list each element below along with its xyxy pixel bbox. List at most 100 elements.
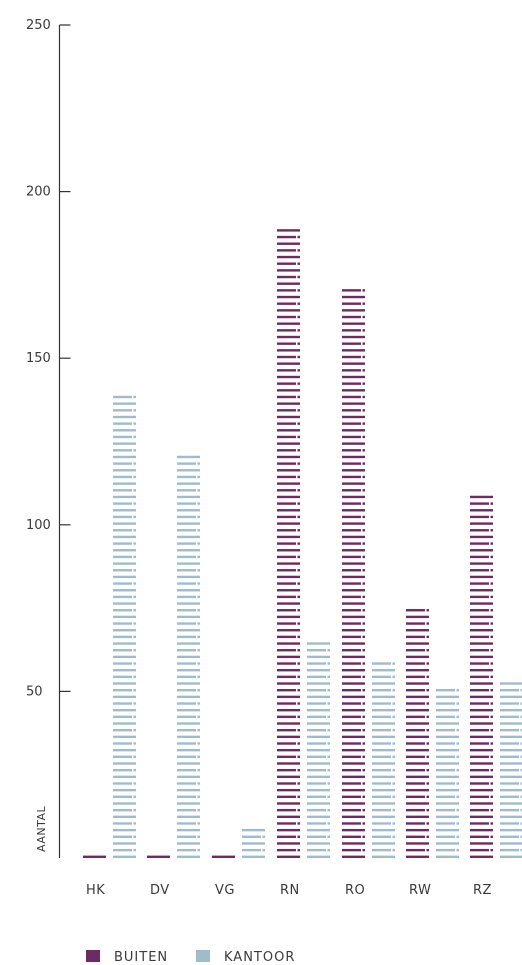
bar-dash [520,742,522,745]
bar-dash [406,708,429,712]
bar-dash [307,722,330,725]
bar-dash [406,715,425,719]
bar-dash [133,435,136,439]
bar-dash [177,609,196,612]
bar-dash [406,669,429,672]
bar-dash [297,529,300,532]
bar-dash [197,515,200,519]
bar-dash [406,822,425,825]
bar-dash [436,742,455,745]
bar-dash [277,469,300,472]
bar-dash [520,795,522,799]
bar-dash [426,635,429,639]
bar-dash [470,502,489,505]
bar-dash [362,689,365,692]
bar-dash [297,329,300,332]
bar-dash [177,722,200,725]
legend-label: BUITEN [114,950,168,965]
bar-dash [362,822,365,825]
bar-dash [372,802,395,805]
bar-dash [470,515,489,519]
bar-dash [342,768,361,772]
bar-dash [113,515,132,519]
bar-dash [406,775,429,779]
bar-dash [436,689,455,692]
bar-dash [362,329,365,332]
bar-dash [362,635,365,639]
bar-dash [500,682,522,685]
bar-dash [277,402,300,405]
bar-dash [520,755,522,759]
bar-dash [342,602,365,605]
bar-dash [470,835,489,839]
y-axis-title: AANTAL [35,806,48,852]
bar-dash [113,442,136,445]
bar-dash [277,689,296,692]
bar-dash [342,728,361,732]
bar-dash [277,462,296,465]
bar-dash [277,362,300,365]
bar-dash [500,835,519,839]
bar-dash [133,795,136,799]
bar-dash [113,748,136,752]
bar-dash [426,689,429,692]
bar-dash [113,742,132,745]
bar-dash [490,555,493,559]
bar-dash [372,762,395,765]
bar-dash [406,828,429,832]
bar-dash [307,682,330,685]
bars-layer [83,229,522,858]
bar-dash [372,669,395,672]
bar-dash [342,708,365,712]
bar-dash [113,522,136,525]
bar-dash [392,768,395,772]
bar-dash [470,569,489,572]
bar-dash [470,695,493,699]
bar-dash [277,422,296,425]
bar-dash [277,415,300,419]
bar-dash [362,622,365,625]
bar-dash [372,828,395,832]
bar-dash [392,689,395,692]
bar-dash [470,848,489,852]
bar-dash [342,402,365,405]
bar-dash [470,542,489,545]
bar-dash [470,782,489,785]
bar-dash [372,808,391,812]
bar-dash [342,389,365,392]
bar-dash [277,449,296,452]
bar-dash [342,495,365,499]
bar-dash [113,815,136,819]
bar-dash [470,575,493,579]
bar-dash [500,828,522,832]
bar-dash [342,502,361,505]
bar-dash [342,482,365,485]
bar-dash [520,848,522,852]
bar-dash [342,375,365,379]
bar-dash [297,755,300,759]
bar-dash [277,822,296,825]
bar-dash [177,782,196,785]
bar-dash [177,602,200,605]
bar-dash [197,569,200,572]
bar-dash [490,662,493,665]
bar-dash [520,689,522,692]
bar-dash [307,715,326,719]
bar-dash [436,802,459,805]
bar-kantoor-hk [113,395,136,858]
bar-dash [372,682,395,685]
bar-dash [297,542,300,545]
bar-dash [406,755,425,759]
bar-dash [297,409,300,412]
bar-dash [456,728,459,732]
bar-dash [406,742,425,745]
bar-dash [197,595,200,599]
bar-dash [327,689,330,692]
bar-dash [277,675,296,679]
bar-dash [456,835,459,839]
bar-dash [177,535,200,539]
bar-dash [307,735,330,739]
bar-dash [372,702,391,705]
bar-dash [362,502,365,505]
bar-dash [362,409,365,412]
